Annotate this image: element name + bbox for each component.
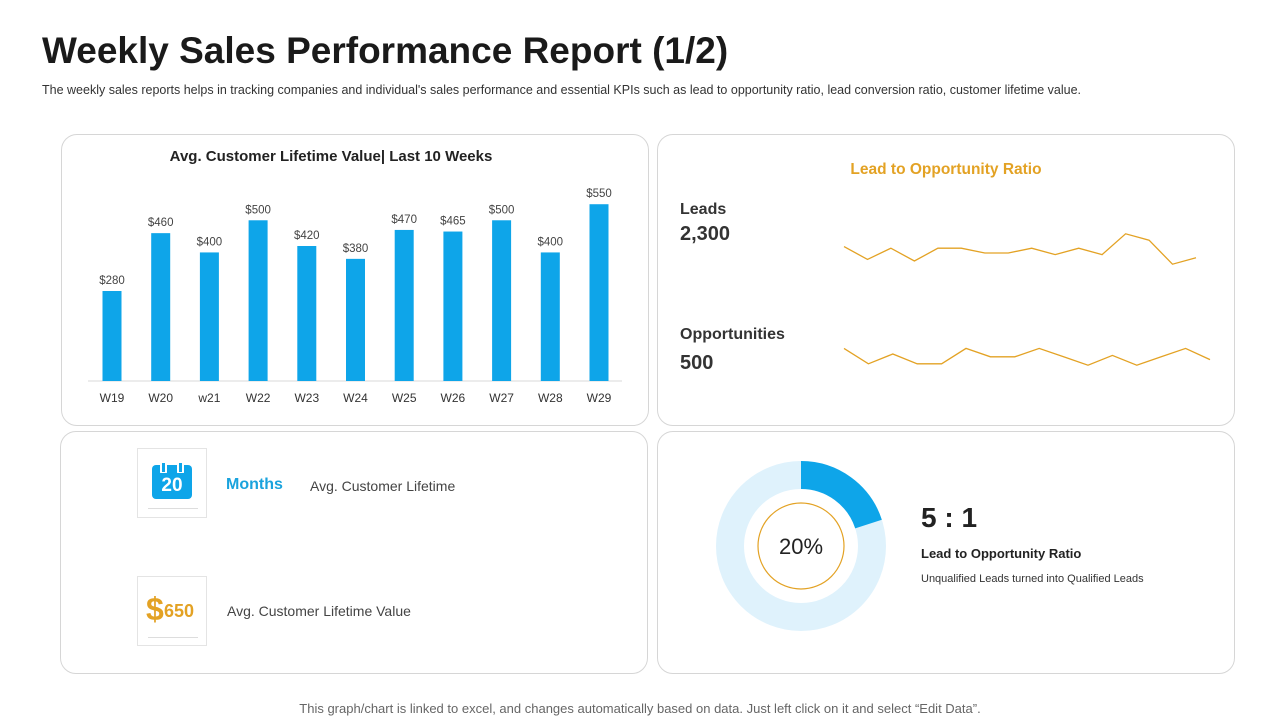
bar-w26[interactable] xyxy=(443,231,463,381)
bar-value-label: $550 xyxy=(586,188,612,200)
bar-w24[interactable] xyxy=(346,258,365,381)
bar-w20[interactable] xyxy=(151,233,171,381)
lead-ratio-title: Lead to Opportunity Ratio xyxy=(850,161,1042,178)
bar-w23[interactable] xyxy=(297,246,317,381)
bar-w28[interactable] xyxy=(540,252,560,381)
bar-w19[interactable] xyxy=(102,291,122,381)
icon-underline xyxy=(148,637,198,638)
x-tick-label: w21 xyxy=(197,391,220,405)
bar-w22[interactable] xyxy=(248,220,268,381)
bar-value-label: $465 xyxy=(440,216,466,228)
calendar-icon: 20 xyxy=(152,461,192,499)
bar-value-label: $400 xyxy=(538,236,564,248)
ratio-donut-chart[interactable]: 20% xyxy=(658,432,1236,675)
x-tick-label: W22 xyxy=(246,391,271,405)
ratio-value: 5 : 1 xyxy=(921,502,978,533)
page-title: Weekly Sales Performance Report (1/2) xyxy=(42,30,729,71)
donut-qualified-segment xyxy=(800,461,882,529)
leads-sparkline xyxy=(843,233,1197,265)
bar-value-label: $380 xyxy=(343,243,369,255)
ratio-title: Lead to Opportunity Ratio xyxy=(921,546,1082,561)
bar-value-label: $500 xyxy=(245,204,271,216)
x-tick-label: W28 xyxy=(538,391,563,405)
clv-chart-title: Avg. Customer Lifetime Value| Last 10 We… xyxy=(170,148,493,165)
bar-w29[interactable] xyxy=(589,204,609,381)
x-tick-label: W20 xyxy=(148,391,173,405)
opportunities-sparkline xyxy=(843,347,1211,366)
ratio-donut-card[interactable]: 20% 5 : 1 Lead to Opportunity Ratio Unqu… xyxy=(657,431,1235,674)
months-label: Months xyxy=(226,476,283,493)
calendar-icon-box: 20 xyxy=(137,448,207,518)
x-tick-label: W25 xyxy=(392,391,417,405)
bar-value-label: $280 xyxy=(99,275,125,287)
opportunities-label: Opportunities xyxy=(680,326,785,343)
leads-label: Leads xyxy=(680,201,727,218)
ratio-description: Unqualified Leads turned into Qualified … xyxy=(921,573,1144,585)
donut-inner-ring xyxy=(757,502,845,590)
dollar-symbol: $ xyxy=(146,591,164,627)
calendar-number: 20 xyxy=(152,473,192,499)
opportunities-value: 500 xyxy=(680,352,714,374)
page-subtitle: The weekly sales reports helps in tracki… xyxy=(42,83,1082,97)
customer-lifetime-card: 20 Months Avg. Customer Lifetime $ 650 A… xyxy=(60,431,648,674)
bar-value-label: $420 xyxy=(294,230,320,242)
bar-w25[interactable] xyxy=(394,229,414,381)
donut-percent-label: 20% xyxy=(779,534,823,559)
clv-bar-chart[interactable]: Avg. Customer Lifetime Value| Last 10 We… xyxy=(62,135,650,427)
dollar-icon-box: $ 650 xyxy=(137,576,207,646)
avg-customer-lifetime-value-label: Avg. Customer Lifetime Value xyxy=(227,603,411,619)
bar-value-label: $470 xyxy=(391,214,417,226)
bar-value-label: $460 xyxy=(148,217,174,229)
x-tick-label: W19 xyxy=(100,391,125,405)
avg-customer-lifetime-label: Avg. Customer Lifetime xyxy=(310,478,456,494)
bar-w27[interactable] xyxy=(492,220,512,381)
lead-ratio-card[interactable]: Lead to Opportunity Ratio Leads 2,300 Op… xyxy=(657,134,1235,426)
bar-value-label: $500 xyxy=(489,204,515,216)
x-tick-label: W26 xyxy=(441,391,466,405)
icon-underline xyxy=(148,508,198,509)
bar-value-label: $400 xyxy=(197,236,223,248)
x-tick-label: W27 xyxy=(489,391,514,405)
clv-chart-card[interactable]: Avg. Customer Lifetime Value| Last 10 We… xyxy=(61,134,649,426)
x-tick-label: W29 xyxy=(587,391,612,405)
lifetime-value-number: 650 xyxy=(164,601,195,621)
x-tick-label: W23 xyxy=(294,391,319,405)
footer-note: This graph/chart is linked to excel, and… xyxy=(299,701,981,716)
leads-value: 2,300 xyxy=(680,223,731,245)
bar-w21[interactable] xyxy=(199,252,219,381)
x-tick-label: W24 xyxy=(343,391,368,405)
lead-ratio-sparklines[interactable] xyxy=(658,135,1236,427)
